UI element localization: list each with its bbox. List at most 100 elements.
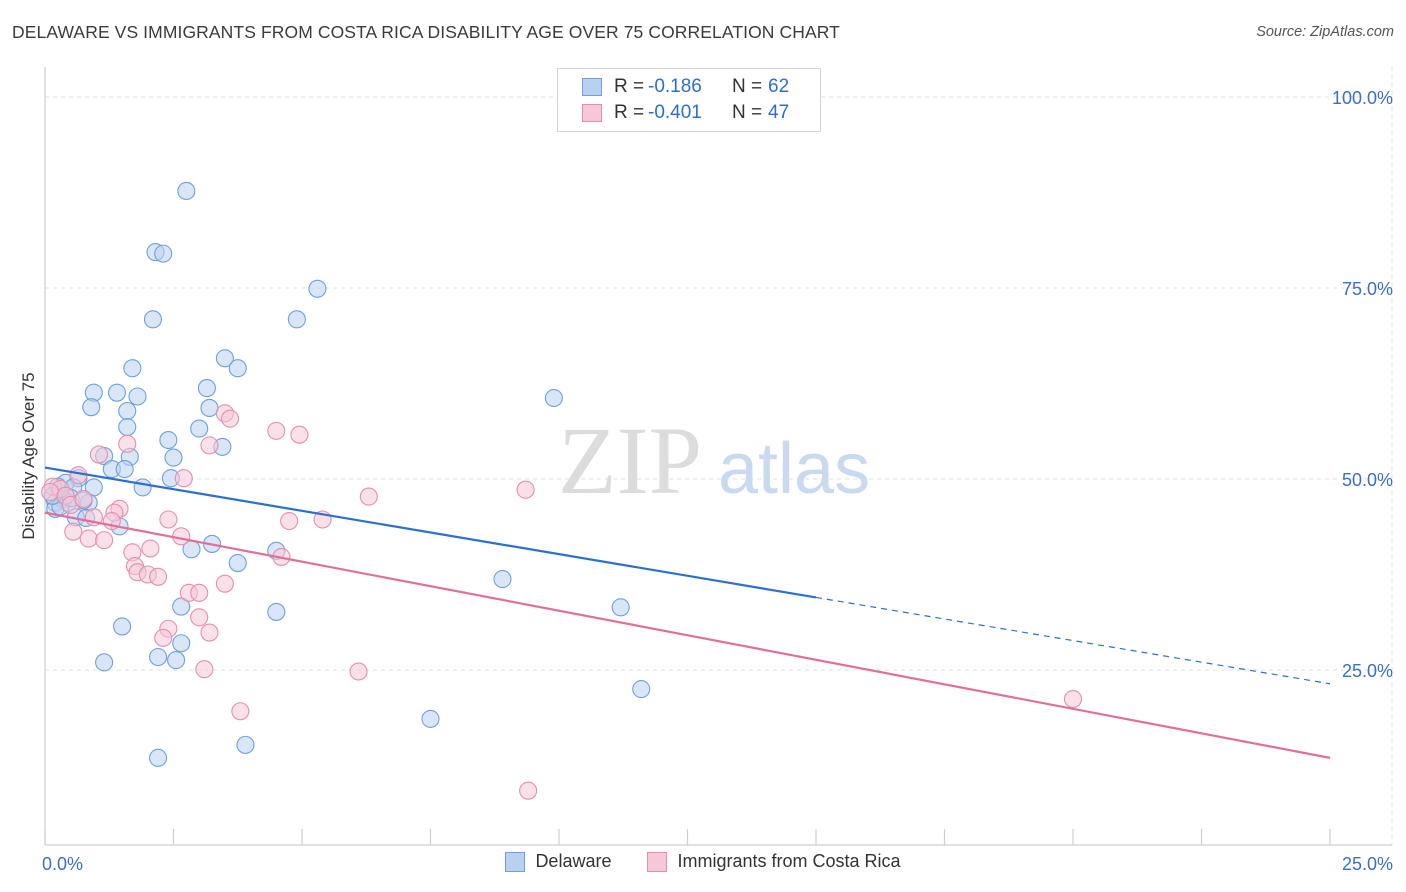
point-delaware [154, 244, 173, 263]
point-costa-rica [231, 702, 250, 721]
point-costa-rica [174, 469, 193, 488]
point-costa-rica [190, 583, 209, 602]
point-costa-rica [41, 482, 60, 502]
point-delaware [159, 430, 178, 450]
point-delaware [118, 417, 137, 437]
x-tick-label: 0.0% [42, 854, 83, 874]
point-delaware [133, 478, 152, 497]
point-costa-rica [519, 781, 538, 800]
y-tick-label: 100.0% [1332, 88, 1393, 108]
point-costa-rica [200, 623, 219, 642]
y-axis-label: Disability Age Over 75 [19, 372, 38, 539]
point-delaware [611, 598, 630, 617]
point-costa-rica [172, 527, 191, 546]
point-delaware [82, 398, 101, 417]
point-costa-rica [79, 529, 98, 548]
stats-legend: R = -0.186 N = 62 R = -0.401 N = 47 [557, 68, 821, 132]
point-costa-rica [1063, 689, 1083, 709]
point-costa-rica [141, 539, 160, 558]
legend-label-delaware: Delaware [535, 851, 612, 871]
point-costa-rica [267, 421, 286, 440]
source-label: Source: ZipAtlas.com [1256, 24, 1394, 40]
legend-label-costa-rica: Immigrants from Costa Rica [677, 851, 901, 871]
point-costa-rica [215, 574, 234, 593]
legend-swatch-costa-rica [647, 851, 668, 872]
point-delaware [128, 387, 147, 406]
point-delaware [118, 401, 137, 421]
legend-r-label: R = [614, 76, 645, 97]
point-costa-rica [89, 445, 109, 464]
y-tick-label: 75.0% [1342, 279, 1393, 299]
tick-labels: 100.0% 75.0% 50.0% 25.0% 0.0% 25.0% [42, 88, 1393, 874]
point-delaware [308, 279, 327, 298]
point-delaware [544, 388, 563, 408]
y-tick-label: 50.0% [1342, 470, 1393, 490]
point-costa-rica [118, 434, 137, 453]
point-costa-rica [154, 628, 173, 647]
legend-r-label: R = [614, 102, 645, 123]
point-delaware [123, 359, 142, 378]
trend-line-delaware [44, 466, 817, 599]
watermark-zip: ZIP [558, 407, 702, 514]
trend-line-costa-rica [44, 511, 1331, 759]
point-costa-rica [220, 409, 240, 428]
point-delaware [149, 647, 168, 667]
point-delaware [107, 383, 127, 402]
point-delaware [197, 379, 216, 398]
point-costa-rica [195, 660, 214, 679]
legend-r-value: -0.401 [648, 102, 702, 123]
legend-r-value: -0.186 [648, 76, 702, 97]
point-delaware [190, 419, 209, 438]
chart-title: DELAWARE VS IMMIGRANTS FROM COSTA RICA D… [12, 22, 840, 42]
legend-swatch-costa-rica [582, 104, 602, 122]
legend-n-label: N = [732, 102, 763, 123]
point-delaware [177, 181, 196, 201]
point-delaware [228, 359, 247, 378]
point-costa-rica [200, 436, 219, 455]
point-delaware [113, 617, 132, 636]
legend-row-costa-rica: R = -0.401 N = 47 [582, 101, 789, 125]
trend-lines [44, 466, 1331, 759]
x-tick-label: 25.0% [1342, 854, 1393, 874]
axes [44, 67, 1392, 846]
legend-item-costa-rica[interactable]: Immigrants from Costa Rica [647, 851, 901, 872]
point-delaware [95, 653, 114, 672]
point-delaware [267, 602, 286, 621]
point-costa-rica [149, 567, 168, 586]
watermark: ZIP atlas [558, 407, 870, 514]
point-costa-rica [516, 480, 535, 499]
point-costa-rica [190, 608, 209, 627]
point-delaware [228, 553, 247, 573]
legend-swatch-delaware [505, 851, 526, 872]
point-delaware [200, 398, 219, 417]
point-delaware [215, 349, 234, 368]
point-costa-rica [95, 531, 114, 550]
legend-n-label: N = [732, 76, 763, 97]
watermark-atlas: atlas [718, 429, 870, 509]
trend-extension-delaware [815, 596, 1331, 685]
point-delaware [164, 448, 183, 467]
legend-row-delaware: R = -0.186 N = 62 [582, 75, 789, 99]
point-delaware [493, 570, 512, 589]
legend-swatch-delaware [582, 78, 602, 96]
point-costa-rica [64, 522, 83, 541]
series-legend: Delaware Immigrants from Costa Rica [0, 851, 1406, 872]
legend-n-value: 62 [768, 76, 790, 97]
point-delaware [167, 651, 186, 670]
point-delaware [172, 597, 191, 616]
point-delaware [287, 310, 306, 329]
point-costa-rica [349, 662, 368, 681]
point-costa-rica [159, 510, 178, 529]
point-delaware [172, 634, 191, 653]
legend-item-delaware[interactable]: Delaware [505, 851, 611, 872]
point-costa-rica [74, 489, 93, 508]
point-delaware [236, 735, 255, 754]
point-delaware [115, 460, 134, 479]
point-delaware [143, 310, 162, 329]
point-costa-rica [359, 487, 378, 506]
y-tick-label: 25.0% [1342, 661, 1393, 681]
legend-n-value: 47 [768, 102, 790, 123]
point-costa-rica [280, 511, 299, 531]
point-costa-rica [290, 425, 309, 444]
